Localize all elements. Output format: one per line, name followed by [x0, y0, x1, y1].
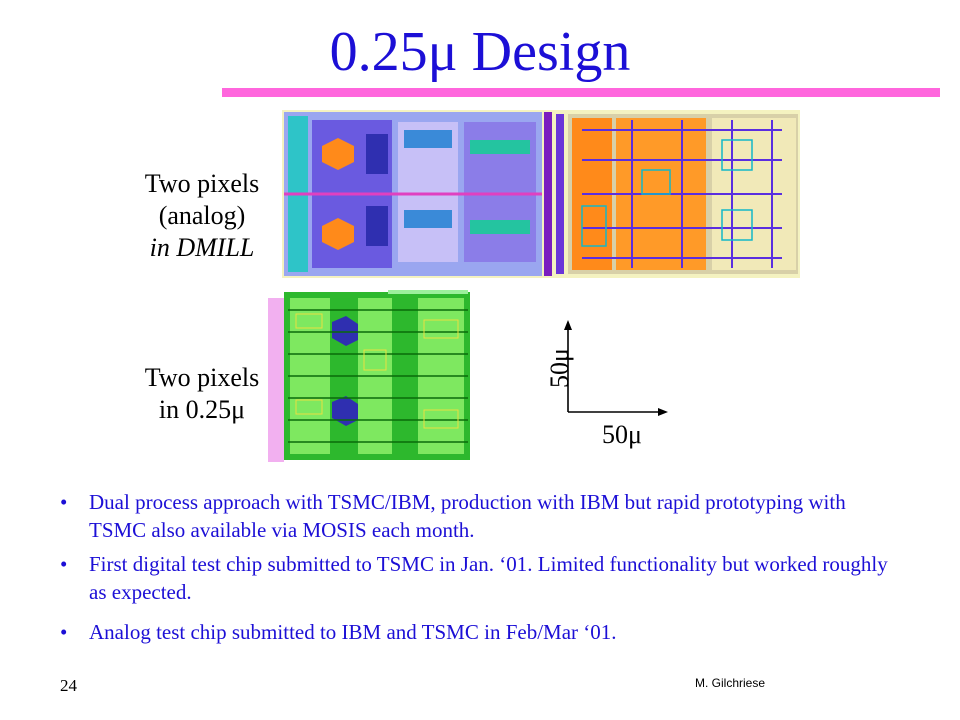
- title-underline-bar: [222, 88, 940, 97]
- bullet-item: • Dual process approach with TSMC/IBM, p…: [60, 488, 900, 544]
- page-title: 0.25μ Design: [329, 21, 631, 83]
- chip-layout-icon: [268, 290, 473, 462]
- bullet-icon: •: [60, 490, 68, 514]
- bullet-item: • First digital test chip submitted to T…: [60, 550, 900, 606]
- scale-horizontal-label: 50μ: [602, 420, 642, 449]
- bullet-text: First digital test chip submitted to TSM…: [89, 552, 888, 604]
- chip-layout-icon: [282, 110, 800, 278]
- dmill-layout-image: [282, 110, 800, 278]
- bullet-text: Dual process approach with TSMC/IBM, pro…: [89, 490, 846, 542]
- quarter-micron-label-line1: Two pixels: [144, 363, 260, 392]
- dmill-label: Two pixels (analog) in DMILL: [120, 168, 284, 264]
- author-name: M. Gilchriese: [695, 676, 766, 690]
- bullet-text: Analog test chip submitted to IBM and TS…: [89, 620, 617, 644]
- quarter-micron-label: Two pixels in 0.25μ: [120, 362, 284, 426]
- bullet-icon: •: [60, 620, 68, 644]
- dmill-label-line2: (analog): [158, 201, 246, 230]
- scale-bar-icon: [564, 320, 668, 416]
- bullet-item: • Analog test chip submitted to IBM and …: [60, 618, 900, 646]
- quarter-micron-label-line2: in 0.25μ: [158, 395, 246, 424]
- bullet-list: • Dual process approach with TSMC/IBM, p…: [60, 488, 900, 652]
- dmill-label-line1: Two pixels: [144, 169, 260, 198]
- dmill-label-line3: in DMILL: [149, 233, 255, 262]
- bullet-icon: •: [60, 552, 68, 576]
- quarter-micron-layout-image: [268, 290, 473, 462]
- page-number: 24: [60, 676, 77, 695]
